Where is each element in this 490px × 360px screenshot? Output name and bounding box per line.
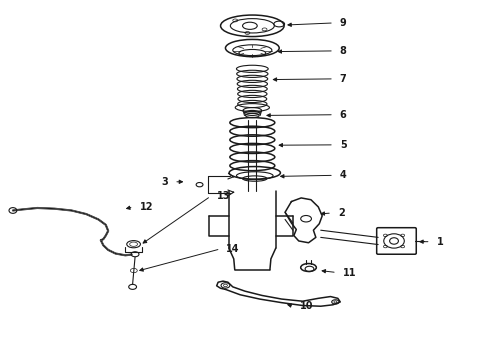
Text: 11: 11: [343, 267, 356, 278]
Text: 13: 13: [217, 191, 230, 201]
Text: 2: 2: [338, 208, 344, 218]
Text: 4: 4: [340, 170, 346, 180]
Text: 1: 1: [437, 237, 443, 247]
Text: 9: 9: [340, 18, 346, 28]
Text: 3: 3: [162, 177, 168, 187]
Text: 7: 7: [340, 74, 346, 84]
Text: 10: 10: [300, 301, 313, 311]
Text: 8: 8: [340, 46, 346, 56]
Text: 6: 6: [340, 110, 346, 120]
Text: 12: 12: [140, 202, 153, 212]
Text: 14: 14: [226, 244, 240, 254]
Text: 5: 5: [340, 140, 346, 150]
